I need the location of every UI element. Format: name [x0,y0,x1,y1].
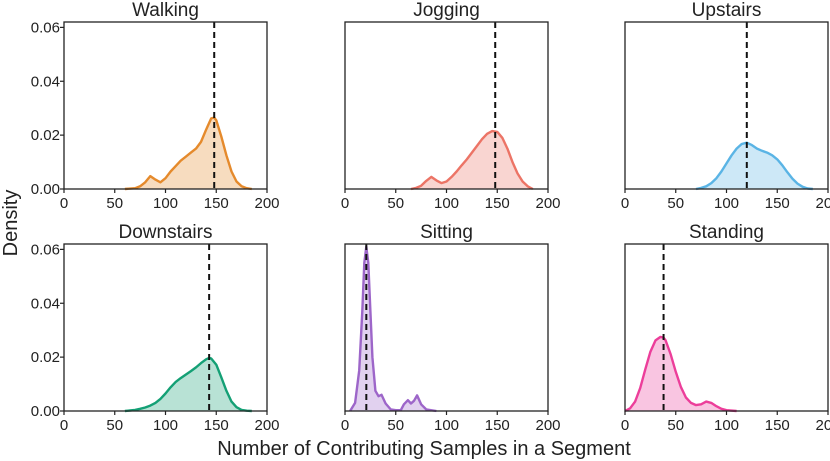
panel-standing: Standing 0 50 100 150 200 [621,222,830,434]
sitting-x-tick-label: 100 [434,417,459,434]
jogging-x-tick-label: 50 [387,195,404,212]
upstairs-x-tick-label: 150 [765,195,790,212]
sitting-x-tick-label: 50 [387,417,404,434]
walking-x-tick-label: 100 [153,195,178,212]
jogging-axes-frame [345,22,548,189]
jogging-x-tick-label: 0 [341,195,349,212]
upstairs-x-tick-label: 0 [621,195,629,212]
jogging-title: Jogging [413,0,480,21]
downstairs-axes-frame [64,244,267,411]
walking-axes-frame [64,22,267,189]
downstairs-x-tick-label: 50 [106,417,123,434]
sitting-x-tick-label: 0 [341,417,349,434]
panels-layer: Walking 0 50 100 150 200 0.00 0.02 0.04 0.06 Joggi… [31,0,830,434]
jogging-x-tick-label: 200 [535,195,560,212]
y-axis-title: Density [0,190,22,257]
jogging-density-fill [411,131,533,189]
standing-x-tick-label: 50 [667,417,684,434]
downstairs-x-tick-label: 100 [153,417,178,434]
sitting-title: Sitting [420,222,473,243]
standing-x-tick-label: 150 [765,417,790,434]
walking-y-tick-label: 0.02 [31,127,60,144]
jogging-x-tick-label: 100 [434,195,459,212]
panel-jogging: Jogging 0 50 100 150 200 [341,0,561,212]
panel-upstairs: Upstairs 0 50 100 150 200 [621,0,830,212]
downstairs-title: Downstairs [119,222,213,243]
downstairs-x-tick-label: 200 [254,417,279,434]
jogging-x-tick-label: 150 [485,195,510,212]
walking-x-tick-label: 50 [106,195,123,212]
standing-x-tick-label: 100 [714,417,739,434]
sitting-x-tick-label: 200 [535,417,560,434]
standing-x-tick-label: 0 [621,417,629,434]
panel-downstairs: Downstairs 0 50 100 150 200 0.00 0.02 0.04 0.06 [31,222,280,434]
walking-title: Walking [132,0,199,21]
downstairs-y-tick-label: 0.06 [31,241,60,258]
downstairs-x-tick-label: 0 [60,417,68,434]
walking-x-tick-label: 150 [204,195,229,212]
sitting-x-tick-label: 150 [485,417,510,434]
upstairs-x-tick-label: 100 [714,195,739,212]
upstairs-title: Upstairs [692,0,762,21]
panel-sitting: Sitting 0 50 100 150 200 [341,222,561,434]
panel-walking: Walking 0 50 100 150 200 0.00 0.02 0.04 0.06 [31,0,280,212]
standing-density-fill [625,337,737,411]
walking-x-tick-label: 0 [60,195,68,212]
standing-x-tick-label: 200 [815,417,830,434]
downstairs-x-tick-label: 150 [204,417,229,434]
upstairs-x-tick-label: 200 [815,195,830,212]
walking-y-tick-label: 0.00 [31,181,60,198]
downstairs-y-tick-label: 0.04 [31,295,60,312]
walking-x-tick-label: 200 [254,195,279,212]
upstairs-x-tick-label: 50 [667,195,684,212]
walking-y-tick-label: 0.04 [31,73,60,90]
x-axis-title: Number of Contributing Samples in a Segm… [217,438,631,460]
downstairs-y-tick-label: 0.02 [31,349,60,366]
walking-y-tick-label: 0.06 [31,19,60,36]
downstairs-y-tick-label: 0.00 [31,403,60,420]
figure: Walking 0 50 100 150 200 0.00 0.02 0.04 0.06 Joggi… [0,0,830,461]
standing-title: Standing [689,222,764,243]
